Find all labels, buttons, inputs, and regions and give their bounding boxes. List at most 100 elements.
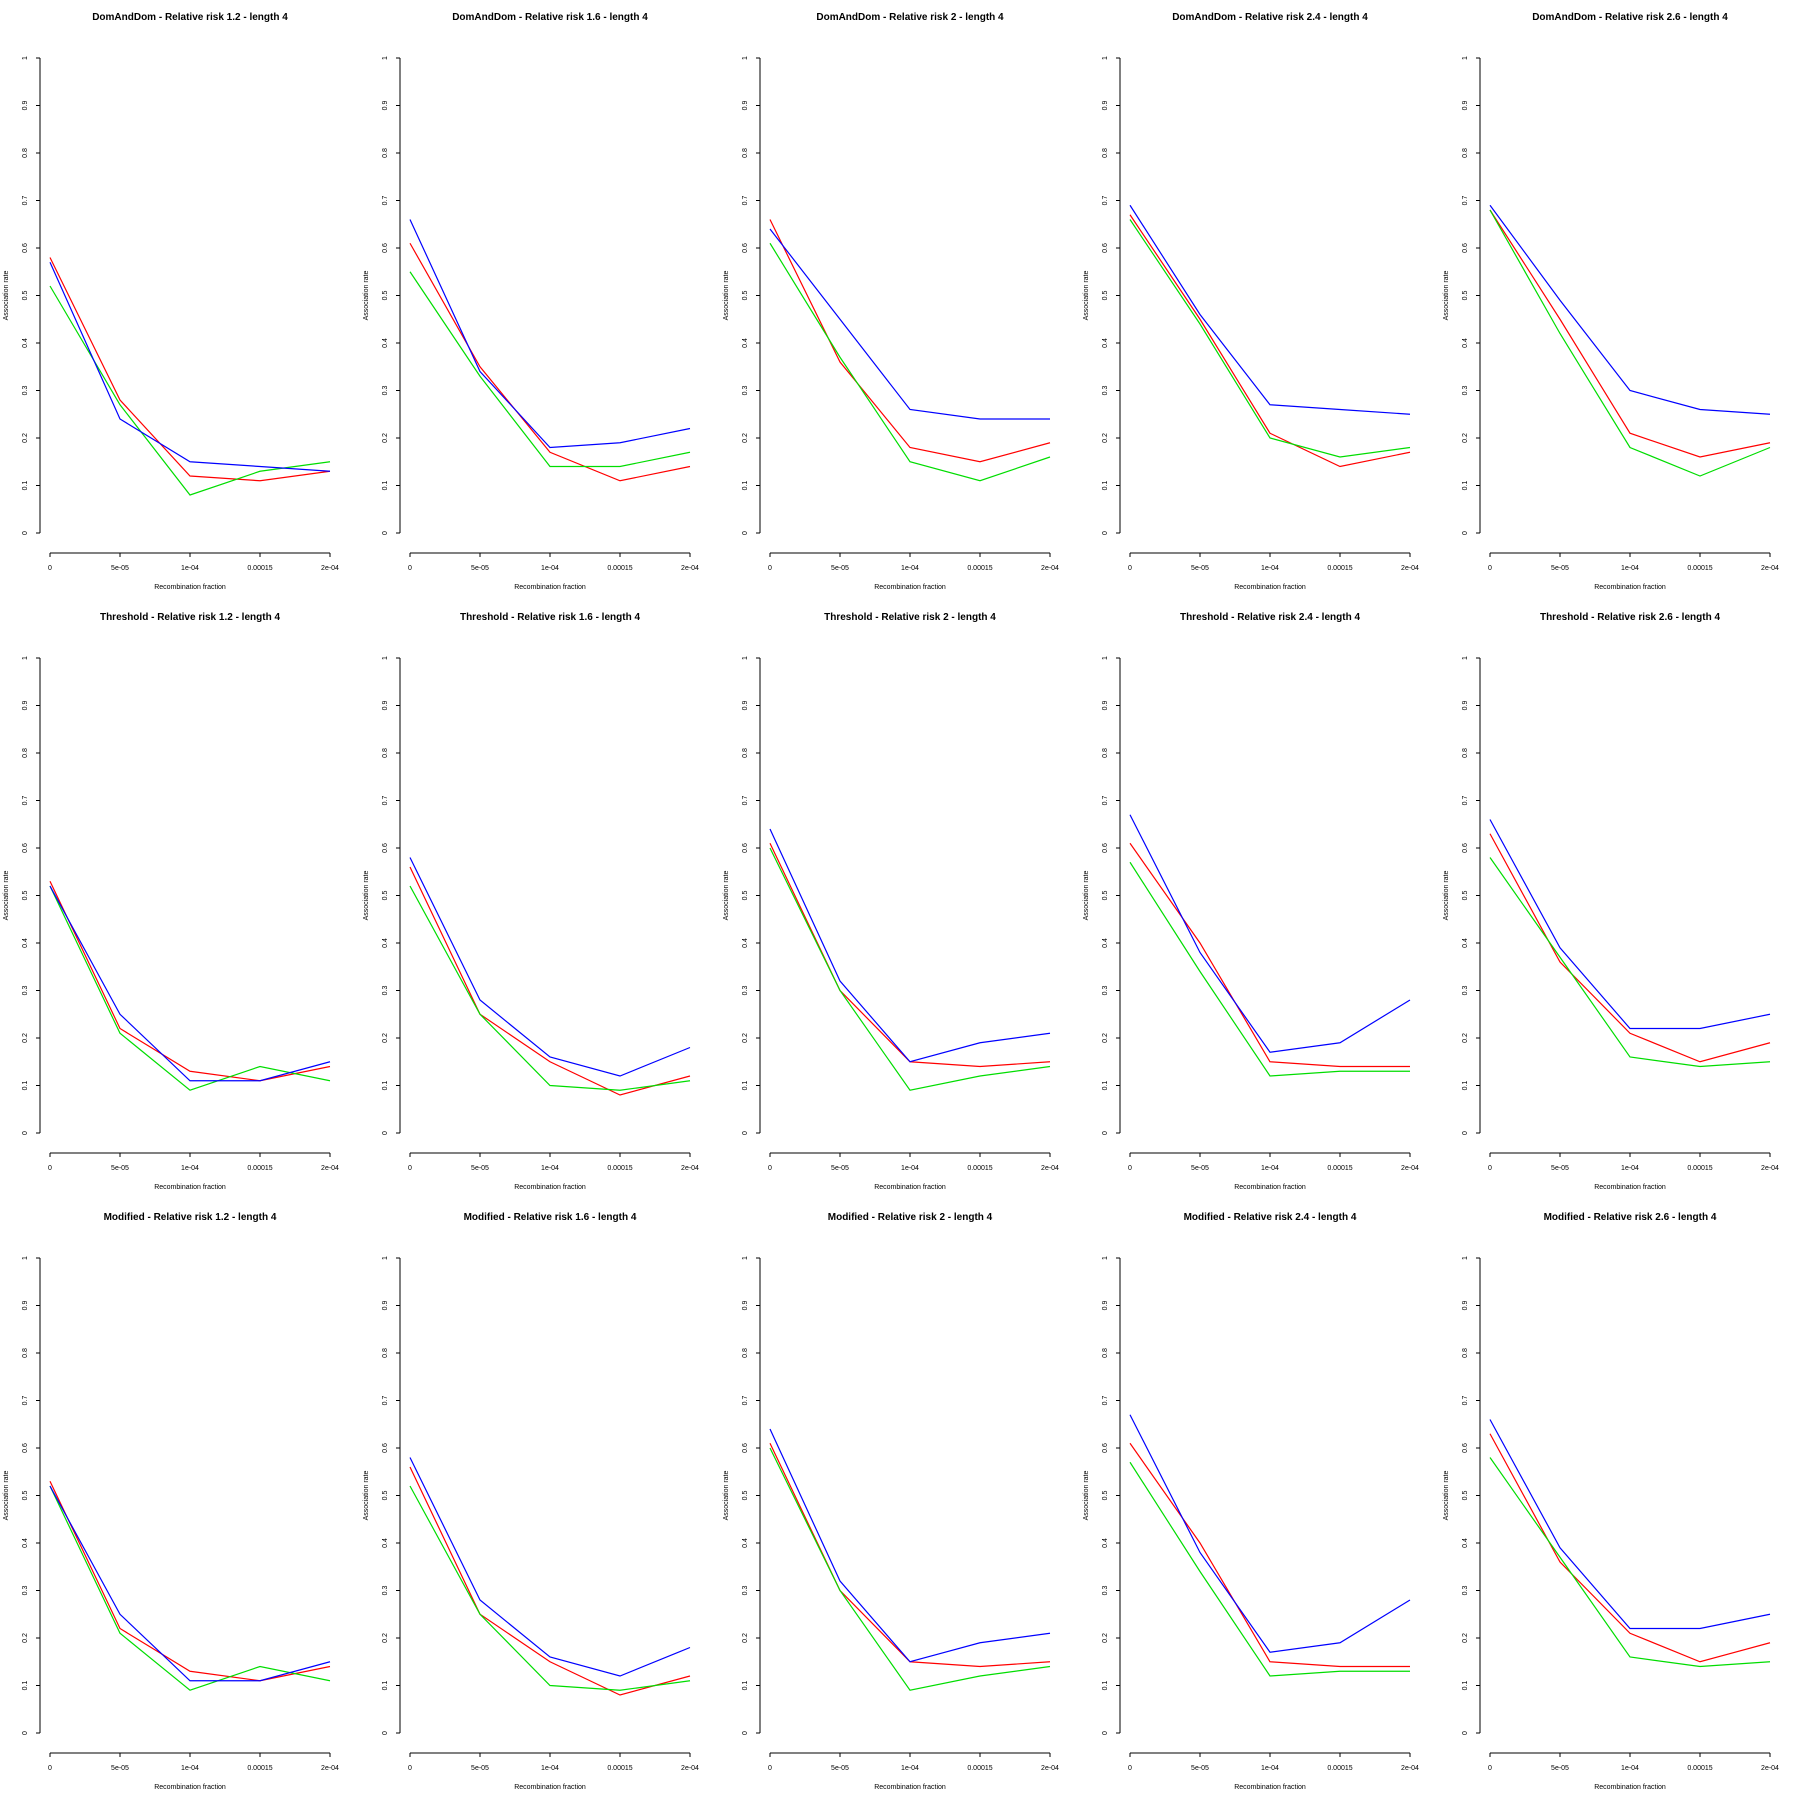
y-tick-label: 0.6 <box>1462 843 1469 853</box>
y-tick-label: 0.9 <box>22 1301 29 1311</box>
series-line-red <box>1489 1433 1771 1663</box>
y-tick-label: 1 <box>1102 656 1109 660</box>
series-line-blue <box>1129 1414 1411 1653</box>
y-tick-label: 0.3 <box>382 1586 389 1596</box>
y-tick-label: 0.7 <box>382 196 389 206</box>
x-tick-label: 1e-04 <box>181 565 199 572</box>
chart-panel: Modified - Relative risk 2.4 - length 4 0… <box>1083 1212 1419 1791</box>
y-tick-label: 0.8 <box>742 748 749 758</box>
y-tick-label: 0.1 <box>382 1681 389 1691</box>
x-tick-label: 1e-04 <box>1621 1765 1639 1772</box>
y-tick-label: 0.6 <box>1462 1443 1469 1453</box>
y-tick-label: 0.7 <box>1462 196 1469 206</box>
y-tick-label: 0.6 <box>382 243 389 253</box>
series-line-green <box>1129 1461 1410 1677</box>
y-tick-label: 0.9 <box>1102 701 1109 711</box>
x-axis-label: Recombination fraction <box>514 1784 586 1791</box>
y-tick-label: 0.8 <box>742 148 749 158</box>
x-tick-label: 0.00015 <box>247 1765 272 1772</box>
y-tick-label: 0.3 <box>1462 986 1469 996</box>
x-tick-label: 0.00015 <box>247 1165 272 1172</box>
y-tick-label: 0.4 <box>22 938 29 948</box>
series-line-red <box>1489 209 1771 458</box>
y-axis-label: Association rate <box>363 870 370 920</box>
y-axis-label: Association rate <box>363 1470 370 1520</box>
x-tick-label: 1e-04 <box>1621 1165 1639 1172</box>
chart-title: Modified - Relative risk 2 - length 4 <box>828 1212 993 1223</box>
x-tick-label: 0 <box>408 1165 412 1172</box>
series-line-red <box>1489 833 1771 1063</box>
y-tick-label: 0.8 <box>1102 1348 1109 1358</box>
y-tick-label: 0.1 <box>382 481 389 491</box>
series-line-green <box>1489 1457 1771 1668</box>
y-tick-label: 0 <box>382 1731 389 1735</box>
chart-title: DomAndDom - Relative risk 1.2 - length 4 <box>92 12 288 23</box>
y-tick-label: 0.9 <box>1102 101 1109 111</box>
y-tick-label: 0.1 <box>742 1081 749 1091</box>
y-axis-label: Association rate <box>3 270 10 320</box>
y-tick-label: 0.7 <box>382 1396 389 1406</box>
y-tick-label: 0.1 <box>22 1681 29 1691</box>
chart-panel: Threshold - Relative risk 2.6 - length 4… <box>1443 612 1779 1191</box>
y-tick-label: 0.6 <box>1102 843 1109 853</box>
y-tick-label: 0.7 <box>22 1396 29 1406</box>
y-tick-label: 0.1 <box>1102 1681 1109 1691</box>
y-tick-label: 0 <box>1102 531 1109 535</box>
series-line-red <box>769 842 1051 1068</box>
y-tick-label: 0.7 <box>1102 1396 1109 1406</box>
y-tick-label: 0.8 <box>742 1348 749 1358</box>
y-tick-label: 0.5 <box>742 1491 749 1501</box>
chart-panel: Threshold - Relative risk 2.4 - length 4… <box>1083 612 1419 1191</box>
y-tick-label: 0.2 <box>382 433 389 443</box>
chart-panel: Threshold - Relative risk 1.6 - length 4… <box>363 612 699 1191</box>
y-tick-label: 1 <box>382 656 389 660</box>
y-tick-label: 0.2 <box>22 433 29 443</box>
y-tick-label: 0.2 <box>1102 433 1109 443</box>
x-tick-label: 0 <box>768 1165 772 1172</box>
chart-title: Modified - Relative risk 2.6 - length 4 <box>1544 1212 1717 1223</box>
y-tick-label: 0.9 <box>742 701 749 711</box>
x-tick-label: 0 <box>1128 1165 1132 1172</box>
chart-panel: DomAndDom - Relative risk 2.4 - length 4… <box>1083 12 1419 591</box>
x-axis-label: Recombination fraction <box>514 584 586 591</box>
series-line-green <box>1129 861 1410 1077</box>
x-tick-label: 1e-04 <box>1261 1165 1279 1172</box>
y-tick-label: 0.3 <box>1102 386 1109 396</box>
y-tick-label: 0.3 <box>742 386 749 396</box>
series-line-red <box>409 1466 691 1696</box>
y-tick-label: 0.8 <box>22 748 29 758</box>
chart-title: Threshold - Relative risk 1.6 - length 4 <box>460 612 640 623</box>
y-tick-label: 0.9 <box>22 701 29 711</box>
y-tick-label: 0.3 <box>382 986 389 996</box>
x-axis-label: Recombination fraction <box>874 1184 946 1191</box>
y-tick-label: 0.3 <box>1102 986 1109 996</box>
y-axis-label: Association rate <box>1083 870 1090 920</box>
y-tick-label: 1 <box>742 1256 749 1260</box>
y-tick-label: 0.4 <box>742 1538 749 1548</box>
y-tick-label: 0.5 <box>1462 891 1469 901</box>
y-tick-label: 0.6 <box>1102 1443 1109 1453</box>
y-tick-label: 0 <box>742 1131 749 1135</box>
y-tick-label: 0 <box>22 531 29 535</box>
y-tick-label: 0.2 <box>742 1033 749 1043</box>
chart-panel: Modified - Relative risk 2.6 - length 4 0… <box>1443 1212 1779 1791</box>
x-tick-label: 0.00015 <box>1687 565 1712 572</box>
x-tick-label: 5e-05 <box>471 1765 489 1772</box>
y-tick-label: 0.8 <box>1102 148 1109 158</box>
x-tick-label: 0.00015 <box>607 565 632 572</box>
y-tick-label: 0.9 <box>1102 1301 1109 1311</box>
y-tick-label: 0.1 <box>1462 1681 1469 1691</box>
x-tick-label: 2e-04 <box>1761 1765 1779 1772</box>
y-tick-label: 0.5 <box>382 891 389 901</box>
y-tick-label: 0.7 <box>1462 1396 1469 1406</box>
series-line-blue <box>49 1485 331 1682</box>
x-tick-label: 0 <box>768 565 772 572</box>
y-tick-label: 0.5 <box>22 891 29 901</box>
y-tick-label: 0.2 <box>382 1033 389 1043</box>
x-tick-label: 0.00015 <box>1327 1765 1352 1772</box>
x-tick-label: 5e-05 <box>831 1165 849 1172</box>
series-line-blue <box>769 1428 1051 1663</box>
y-tick-label: 0.9 <box>1462 101 1469 111</box>
x-axis-label: Recombination fraction <box>874 584 946 591</box>
